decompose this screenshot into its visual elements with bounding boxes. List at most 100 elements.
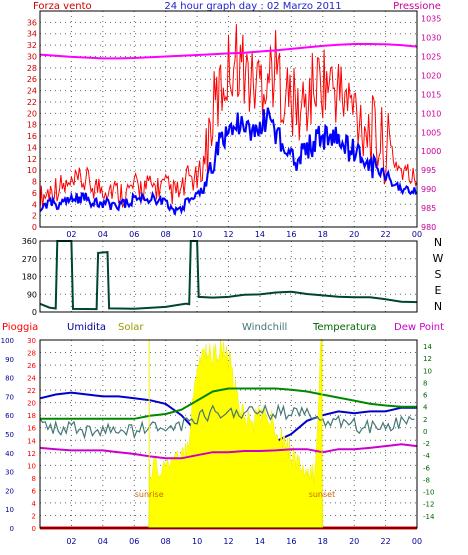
compass-label: N bbox=[434, 236, 442, 249]
hour-tick-label: 12 bbox=[223, 230, 233, 239]
humidity-tick-label: 70 bbox=[5, 393, 14, 401]
series-temperatura bbox=[40, 387, 417, 420]
hour-tick-label: 22 bbox=[380, 537, 390, 546]
hour-tick-label: 02 bbox=[66, 537, 76, 546]
temp-tick-label: -4 bbox=[423, 452, 431, 460]
hour-tick-label: 08 bbox=[161, 230, 171, 239]
pressure-tick-label: 1035 bbox=[421, 15, 441, 24]
rain-tick-label: 26 bbox=[27, 362, 36, 370]
wind-tick-label: 6 bbox=[32, 189, 37, 198]
pressure-tick-label: 1010 bbox=[421, 109, 441, 118]
hour-tick-label: 00 bbox=[412, 537, 422, 546]
series-solar bbox=[40, 337, 417, 529]
temp-tick-label: -2 bbox=[423, 440, 430, 448]
series-dew-point bbox=[39, 443, 418, 460]
humidity-tick-label: 10 bbox=[5, 506, 14, 514]
hour-tick-label: 00 bbox=[412, 230, 422, 239]
hour-tick-label: 14 bbox=[255, 230, 265, 239]
series-windchill bbox=[39, 403, 415, 440]
legend-temperatura: Temperatura bbox=[312, 322, 377, 333]
humidity-tick-label: 90 bbox=[5, 356, 14, 364]
pressure-axis-title: Pressione bbox=[393, 1, 441, 12]
temp-tick-label: 10 bbox=[423, 367, 432, 375]
legend-windchill: Windchill bbox=[242, 322, 287, 333]
hour-tick-label: 10 bbox=[192, 537, 202, 546]
legend-solar: Solar bbox=[118, 322, 144, 333]
rain-tick-label: 22 bbox=[27, 387, 36, 395]
sunset-label: sunset bbox=[309, 490, 336, 499]
wind-tick-label: 22 bbox=[27, 98, 37, 107]
rain-tick-label: 20 bbox=[27, 400, 36, 408]
humidity-tick-label: 80 bbox=[5, 375, 14, 383]
rain-tick-label: 24 bbox=[27, 375, 36, 383]
wind-tick-label: 34 bbox=[27, 30, 37, 39]
rain-tick-label: 0 bbox=[32, 525, 36, 533]
humidity-tick-label: 100 bbox=[1, 337, 14, 345]
direction-tick-label: 90 bbox=[27, 290, 37, 299]
pressure-tick-label: 1005 bbox=[421, 128, 441, 137]
rain-tick-label: 28 bbox=[27, 350, 36, 358]
temp-tick-label: 8 bbox=[423, 379, 427, 387]
hour-tick-label: 04 bbox=[98, 537, 108, 546]
pressure-tick-label: 1020 bbox=[421, 71, 441, 80]
compass-label: W bbox=[433, 252, 444, 265]
pressure-tick-label: 1030 bbox=[421, 34, 441, 43]
pressure-tick-label: 995 bbox=[421, 166, 436, 175]
humidity-tick-label: 20 bbox=[5, 487, 14, 495]
hour-tick-label: 02 bbox=[66, 230, 76, 239]
wind-pressure-plot: 0246810121416182022242628303234369809859… bbox=[27, 10, 441, 239]
wind-tick-label: 30 bbox=[27, 52, 37, 61]
rain-tick-label: 2 bbox=[32, 512, 36, 520]
page-title: 24 hour graph day : 02 Marzo 2011 bbox=[164, 1, 341, 12]
direction-tick-label: 0 bbox=[32, 308, 37, 317]
temp-tick-label: -14 bbox=[423, 513, 435, 521]
wind-tick-label: 4 bbox=[32, 200, 37, 209]
hour-tick-label: 16 bbox=[286, 230, 296, 239]
hour-tick-label: 22 bbox=[380, 230, 390, 239]
temp-tick-label: 4 bbox=[423, 404, 428, 412]
rain-tick-label: 14 bbox=[27, 437, 36, 445]
pressure-tick-label: 1000 bbox=[421, 147, 441, 156]
wind-tick-label: 32 bbox=[27, 41, 37, 50]
pressure-tick-label: 980 bbox=[421, 223, 436, 232]
hour-tick-label: 18 bbox=[318, 537, 328, 546]
hour-tick-label: 06 bbox=[129, 537, 139, 546]
direction-tick-label: 180 bbox=[22, 273, 37, 282]
wind-tick-label: 8 bbox=[32, 178, 37, 187]
wind-tick-label: 28 bbox=[27, 64, 37, 73]
wind-tick-label: 24 bbox=[27, 87, 37, 96]
humidity-tick-label: 50 bbox=[5, 431, 14, 439]
plot-border bbox=[39, 339, 418, 529]
hour-tick-label: 04 bbox=[98, 230, 108, 239]
plot-border bbox=[39, 10, 418, 228]
temp-tick-label: 6 bbox=[423, 392, 428, 400]
compass-label: N bbox=[434, 300, 442, 313]
pressure-tick-label: 985 bbox=[421, 204, 436, 213]
hour-tick-label: 18 bbox=[318, 230, 328, 239]
pressure-tick-label: 1015 bbox=[421, 90, 441, 99]
wind-tick-label: 12 bbox=[27, 155, 37, 164]
pressure-tick-label: 990 bbox=[421, 185, 436, 194]
temp-tick-label: -12 bbox=[423, 501, 434, 509]
temp-tick-label: -6 bbox=[423, 464, 431, 472]
compass-label: S bbox=[435, 268, 442, 281]
rain-tick-label: 30 bbox=[27, 337, 36, 345]
humidity-tick-label: 60 bbox=[5, 412, 14, 420]
wind-tick-label: 10 bbox=[27, 166, 37, 175]
wind-tick-label: 16 bbox=[27, 132, 37, 141]
wind-tick-label: 2 bbox=[32, 212, 37, 221]
rain-tick-label: 16 bbox=[27, 425, 36, 433]
rain-tick-label: 4 bbox=[32, 500, 37, 508]
temp-tick-label: 12 bbox=[423, 355, 432, 363]
compass-label: E bbox=[435, 284, 442, 297]
temp-tick-label: 14 bbox=[423, 343, 432, 351]
humidity-tick-label: 30 bbox=[5, 469, 14, 477]
series-pressure bbox=[39, 43, 418, 60]
series-average bbox=[39, 107, 418, 215]
temp-tick-label: 0 bbox=[423, 428, 427, 436]
hour-tick-label: 14 bbox=[255, 537, 265, 546]
wind-tick-label: 36 bbox=[27, 18, 37, 27]
hour-tick-label: 08 bbox=[161, 537, 171, 546]
legend-umidita: Umidita bbox=[67, 322, 106, 333]
wind-tick-label: 0 bbox=[32, 223, 37, 232]
